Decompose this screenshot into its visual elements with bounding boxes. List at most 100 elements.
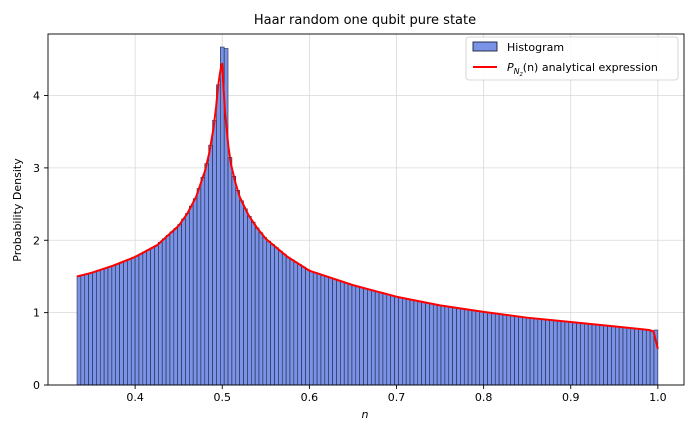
histogram-bar: [227, 157, 233, 386]
histogram-bar: [498, 313, 504, 386]
x-axis-label: n: [362, 408, 369, 421]
y-tick-label-0: 0: [33, 379, 40, 392]
histogram-bar: [173, 228, 178, 386]
x-tick-label-5: 0.9: [562, 391, 580, 404]
histogram-bar: [161, 238, 167, 386]
histogram-bar: [177, 224, 182, 386]
x-axis-ticks: 0.4 0.5 0.6 0.7 0.8 0.9 1.0: [126, 385, 667, 404]
histogram-bar: [587, 323, 593, 386]
histogram-bar: [285, 256, 291, 386]
histogram-bar: [599, 324, 604, 386]
histogram-bar: [402, 297, 407, 386]
histogram-bar: [630, 328, 635, 386]
histogram-bar: [405, 298, 411, 386]
histogram-bar: [556, 320, 562, 386]
histogram-bar: [626, 327, 632, 386]
histogram-bar: [127, 258, 132, 386]
histogram-bar: [568, 321, 573, 386]
histogram-bar: [316, 273, 322, 386]
legend-label-curve-main: P: [507, 61, 514, 74]
histogram-bar: [645, 329, 651, 386]
histogram-bar: [487, 312, 492, 386]
histogram-bar: [421, 301, 426, 386]
histogram-bar: [196, 188, 202, 386]
x-tick-label-6: 1.0: [649, 391, 667, 404]
histogram-bar: [134, 255, 140, 386]
histogram-bar: [359, 287, 364, 386]
histogram-bar: [363, 288, 368, 386]
histogram-bar: [189, 205, 194, 386]
histogram-bar: [429, 303, 434, 386]
analytical-curve: [76, 62, 659, 350]
histogram-bar: [545, 319, 550, 386]
legend: Histogram PNz(n) analytical expression: [465, 36, 679, 81]
histogram-bar: [448, 306, 453, 386]
histogram-bar: [340, 281, 345, 386]
histogram-bar: [208, 144, 213, 386]
histogram-bar: [611, 326, 616, 386]
histogram-bar: [204, 163, 209, 386]
histogram-bar: [471, 310, 477, 386]
histogram-bar: [309, 271, 314, 386]
histogram-bar: [564, 321, 570, 386]
histogram-bar: [289, 259, 295, 386]
legend-box: [465, 36, 679, 81]
plot-frame: [47, 33, 685, 386]
histogram-bar: [351, 285, 357, 386]
histogram-bar: [475, 310, 481, 386]
legend-label-curve: PNz(n) analytical expression: [507, 61, 658, 78]
histogram-bar: [502, 314, 508, 386]
histogram-bar: [440, 305, 446, 386]
y-tick-label-4: 4: [33, 90, 40, 103]
histogram-bar: [382, 293, 388, 386]
histogram-bar: [537, 318, 542, 386]
histogram-bar: [305, 269, 310, 386]
histogram-bar: [642, 329, 647, 386]
histogram-bar: [200, 176, 206, 386]
histogram-bar: [452, 307, 457, 386]
histogram-bar: [154, 245, 159, 386]
histogram-bar: [243, 208, 248, 386]
histogram-bar: [320, 274, 326, 386]
legend-label-curve-subsub: z: [519, 71, 524, 78]
histogram-bar: [460, 308, 465, 386]
histogram-bar: [115, 263, 120, 386]
histogram-bar: [394, 296, 399, 386]
chart-title: Haar random one qubit pure state: [254, 13, 476, 28]
histogram-bar: [239, 200, 244, 386]
legend-label-curve-sub: N: [514, 67, 520, 76]
histogram-bar: [560, 320, 566, 386]
histogram-bar: [142, 251, 147, 386]
histogram-bar: [169, 231, 175, 386]
histogram-bar: [603, 325, 608, 386]
y-tick-label-1: 1: [33, 307, 40, 320]
histogram-bar: [297, 264, 302, 386]
y-tick-label-2: 2: [33, 234, 40, 247]
histogram-bar: [591, 324, 597, 386]
histogram-bar: [514, 316, 519, 386]
histogram-bar: [444, 306, 450, 386]
histogram-bar: [483, 311, 488, 386]
histogram-bar: [119, 262, 124, 386]
histogram-bar: [278, 250, 283, 386]
histogram-bar: [390, 295, 395, 386]
histogram-bar: [262, 237, 268, 386]
histogram-bar: [595, 324, 601, 386]
histogram-bar: [130, 257, 136, 386]
histogram-bar: [165, 235, 171, 386]
histogram-bar: [533, 318, 539, 386]
histogram-bar: [107, 266, 113, 386]
histogram-bar: [386, 294, 391, 386]
histogram-bar: [158, 242, 163, 386]
histogram-bar: [84, 273, 89, 386]
histogram-bar: [432, 304, 438, 386]
histogram-bar: [103, 267, 109, 386]
histogram-bar: [549, 319, 554, 386]
x-tick-label-1: 0.5: [213, 391, 231, 404]
histogram-bar: [92, 271, 97, 386]
histogram-bar: [266, 240, 271, 386]
x-tick-label-2: 0.6: [301, 391, 319, 404]
histogram-bar: [235, 190, 240, 386]
histogram-bar: [518, 316, 523, 386]
